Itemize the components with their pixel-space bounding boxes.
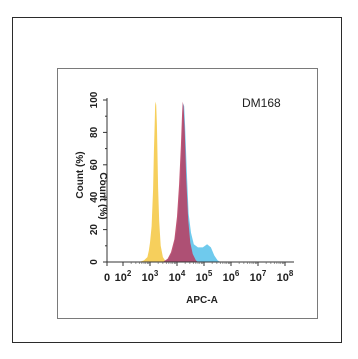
y-tick-label: 60 xyxy=(89,159,100,171)
y-tick-label: 40 xyxy=(89,191,100,203)
x-axis-title: APC-A xyxy=(186,295,218,306)
x-tick-label: 0 xyxy=(104,272,110,284)
y-tick-label: 0 xyxy=(89,259,100,265)
y-tick-label: 20 xyxy=(89,224,100,236)
y-axis-title: Count (%) xyxy=(75,151,86,198)
x-tick-label: 102 xyxy=(115,269,132,284)
x-tick-label: 103 xyxy=(142,269,159,284)
histogram-series-3 xyxy=(162,101,198,262)
y-axis-title-mirrored: Count (%) xyxy=(97,172,108,219)
x-tick-label: 107 xyxy=(250,269,267,284)
x-tick-label: 108 xyxy=(277,269,294,284)
x-tick-label: 105 xyxy=(196,269,213,284)
x-tick-label: 106 xyxy=(223,269,240,284)
y-tick-label: 80 xyxy=(89,126,100,138)
x-tick-label: 104 xyxy=(169,269,186,284)
chart-title: DM168 xyxy=(242,96,281,110)
histogram-series-1 xyxy=(139,101,168,262)
histogram-series-2 xyxy=(162,103,221,262)
y-tick-label: 100 xyxy=(89,91,100,108)
